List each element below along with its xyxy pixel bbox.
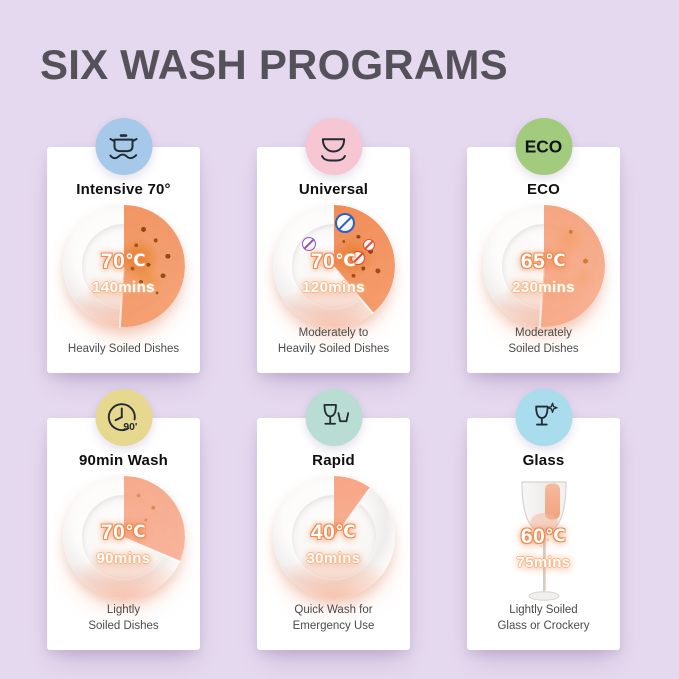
germ-red-icon [350, 251, 365, 265]
wash-stats: 40℃ 30mins [253, 521, 415, 568]
pot-icon [109, 133, 138, 159]
wash-duration: 120mins [302, 279, 365, 296]
plate-illustration: 70℃ 140mins [62, 205, 185, 328]
program-icon-badge [95, 118, 152, 175]
program-icon-badge [515, 389, 572, 446]
wash-duration: 140mins [92, 279, 155, 296]
program-icon-badge: ECO [515, 118, 572, 175]
program-description: Heavily Soiled Dishes [67, 342, 180, 355]
program-card-intensive: Intensive 70° 70℃ 140mins Heavily Soiled… [47, 118, 200, 373]
wash-temperature: 65℃ [520, 250, 567, 273]
soiled-slice [272, 205, 395, 327]
wash-temperature: 60℃ [520, 525, 567, 548]
program-title: ECO [526, 181, 561, 198]
program-description: Lightly Soiled Glass or Crockery [497, 603, 590, 632]
program-card-eco: ECO ECO 65℃ 230mins Moderately Soiled Di… [467, 118, 620, 373]
wash-duration: 90mins [96, 550, 151, 567]
program-description: Moderately Soiled Dishes [508, 326, 579, 355]
program-title: Rapid [312, 452, 355, 469]
wash-stats: 70℃ 140mins [43, 250, 205, 297]
program-description: Moderately to Heavily Soiled Dishes [277, 326, 390, 355]
glassware-icon [323, 403, 350, 425]
wash-duration: 230mins [512, 279, 575, 296]
plate-illustration: 70℃ 120mins [272, 205, 395, 327]
wine-glass [520, 481, 567, 601]
wash-duration: 30mins [306, 550, 361, 567]
wash-stats: 65℃ 230mins [463, 250, 625, 297]
plate-illustration: 65℃ 230mins [482, 205, 605, 328]
germ-blue-icon [334, 213, 355, 233]
program-icon-badge [305, 118, 362, 175]
program-card-universal: Universal 70℃ 120mins Moderately to Heav… [257, 118, 410, 373]
program-description: Quick Wash for Emergency Use [292, 603, 375, 632]
svg-text:90': 90' [123, 422, 137, 433]
wash-temperature: 70℃ [100, 250, 147, 273]
svg-text:ECO: ECO [525, 136, 562, 156]
clock-90-icon: 90' [107, 402, 137, 433]
program-card-90min: 90' 90min Wash 70℃ 90mins Lightly Soiled… [47, 389, 200, 650]
program-icon-badge: 90' [95, 389, 152, 446]
program-title: Glass [522, 452, 565, 469]
germ-red-small-icon [362, 239, 375, 251]
wash-duration: 75mins [516, 554, 571, 571]
wash-temperature: 70℃ [100, 521, 147, 544]
plate-illustration: 40℃ 30mins [272, 476, 395, 598]
program-title: Universal [298, 181, 369, 198]
wash-stats: 70℃ 120mins [253, 250, 415, 297]
soiled-slice [482, 205, 605, 327]
wash-temperature: 70℃ [310, 250, 357, 273]
page-title: SIX WASH PROGRAMS [40, 41, 508, 88]
program-title: 90min Wash [79, 452, 168, 469]
bowl-icon [321, 137, 346, 161]
soiled-slice [62, 205, 185, 327]
program-title: Intensive 70° [76, 181, 171, 198]
wash-stats: 70℃ 90mins [43, 521, 205, 568]
plate-illustration: 70℃ 90mins [62, 476, 185, 598]
wash-temperature: 40℃ [310, 521, 357, 544]
program-card-glass: Glass 60℃ 75mins Lightly Soiled [467, 389, 620, 650]
program-card-rapid: Rapid 40℃ 30mins Quick Wash for Emergenc… [257, 389, 410, 650]
wine-glass-illustration: 60℃ 75mins [514, 480, 574, 612]
glass-safe-icon [535, 402, 558, 425]
program-icon-badge [305, 389, 362, 446]
eco-text-icon: ECO [525, 136, 562, 156]
wash-stats: 60℃ 75mins [468, 525, 620, 572]
soiled-slice [62, 476, 185, 598]
program-description: Lightly Soiled Dishes [88, 603, 159, 632]
germ-purple-icon [301, 237, 316, 251]
